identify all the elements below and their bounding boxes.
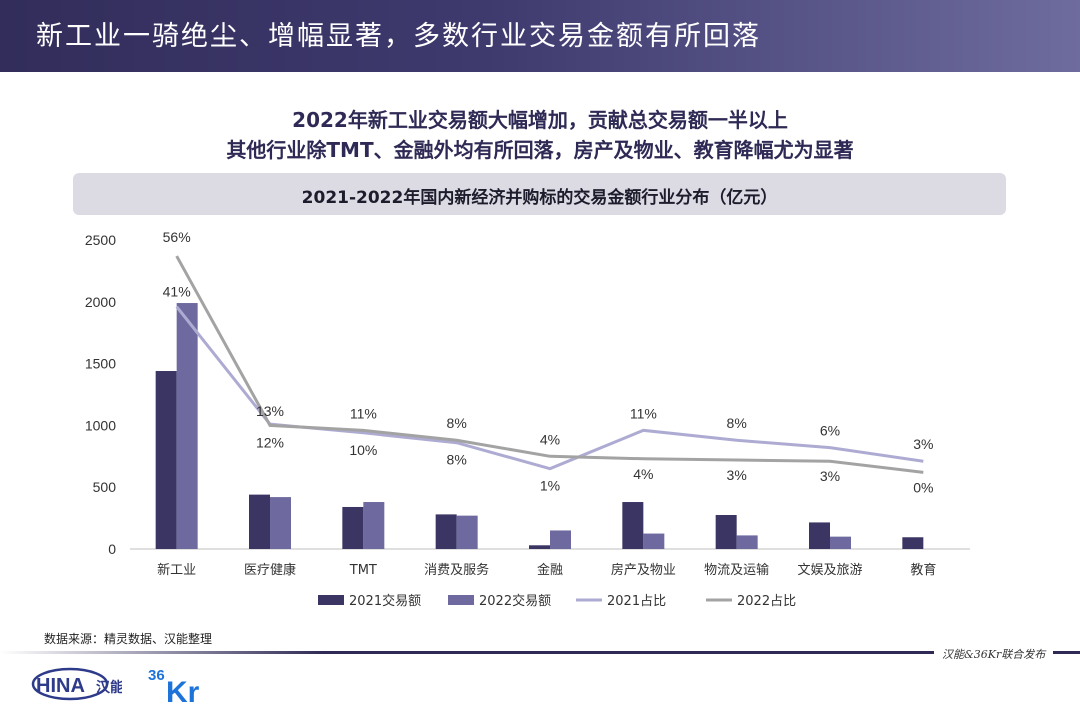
x-category-label: 金融 bbox=[537, 562, 563, 578]
legend-label: 2022占比 bbox=[737, 594, 796, 609]
y-tick-label: 2000 bbox=[85, 294, 116, 310]
chart-title-banner: 2021-2022年国内新经济并购标的交易金额行业分布（亿元） bbox=[73, 173, 1006, 215]
bar-2022 bbox=[176, 303, 198, 549]
svg-text:36: 36 bbox=[148, 667, 165, 684]
label-2022-share: 3% bbox=[820, 468, 840, 484]
header-bar: 新工业一骑绝尘、增幅显著，多数行业交易金额有所回落 bbox=[0, 0, 1080, 72]
x-category-label: 新工业 bbox=[157, 562, 196, 578]
label-2022-share: 56% bbox=[163, 229, 191, 245]
y-tick-label: 500 bbox=[93, 479, 117, 495]
label-2022-share: 8% bbox=[447, 415, 467, 431]
bar-2021 bbox=[715, 515, 737, 549]
label-2022-share: 11% bbox=[350, 405, 377, 421]
label-2021-share: 11% bbox=[630, 405, 657, 421]
label-2021-share: 10% bbox=[349, 442, 377, 458]
china-logo: HINA 汉能 bbox=[31, 667, 122, 701]
y-tick-label: 0 bbox=[108, 541, 116, 557]
x-category-label: TMT bbox=[349, 563, 377, 578]
bar-2022 bbox=[270, 497, 291, 549]
svg-text:Kr: Kr bbox=[166, 676, 200, 706]
bar-2022 bbox=[363, 502, 385, 549]
y-tick-label: 1000 bbox=[85, 417, 116, 433]
subtitle-line-2: 其他行业除TMT、金融外均有所回落，房产及物业、教育降幅尤为显著 bbox=[226, 138, 854, 162]
x-category-label: 医疗健康 bbox=[244, 562, 296, 578]
line-2022-share bbox=[175, 255, 924, 474]
bar-2022 bbox=[830, 536, 851, 549]
x-category-label: 房产及物业 bbox=[611, 562, 676, 578]
bar-2021 bbox=[155, 371, 177, 549]
bar-2021 bbox=[249, 494, 270, 549]
bar-2022 bbox=[456, 515, 478, 549]
chart-title: 2021-2022年国内新经济并购标的交易金额行业分布（亿元） bbox=[301, 188, 778, 208]
legend-swatch bbox=[318, 595, 344, 605]
svg-text:HINA: HINA bbox=[36, 675, 85, 697]
x-category-label: 教育 bbox=[910, 562, 936, 578]
x-category-label: 文娱及旅游 bbox=[797, 563, 862, 578]
bar-2022 bbox=[643, 533, 665, 549]
label-2021-share: 6% bbox=[820, 423, 840, 439]
bar-2021 bbox=[809, 522, 830, 549]
bar-2021 bbox=[342, 506, 364, 549]
36kr-logo: 36 Kr bbox=[148, 667, 200, 706]
label-2022-share: 3% bbox=[727, 467, 747, 483]
subtitle-line-1: 2022年新工业交易额大幅增加，贡献总交易额一半以上 bbox=[292, 108, 788, 132]
bar-2021 bbox=[435, 514, 457, 549]
label-2022-share: 0% bbox=[913, 479, 933, 495]
legend-label: 2021交易额 bbox=[349, 593, 421, 609]
label-2022-share: 4% bbox=[633, 466, 653, 482]
x-category-label: 物流及运输 bbox=[704, 562, 769, 578]
legend-label: 2022交易额 bbox=[479, 593, 551, 609]
legend-label: 2021占比 bbox=[607, 594, 666, 609]
label-2021-share: 3% bbox=[913, 436, 933, 452]
bar-2022 bbox=[550, 530, 571, 549]
label-2021-share: 41% bbox=[163, 284, 191, 300]
page-title: 新工业一骑绝尘、增幅显著，多数行业交易金额有所回落 bbox=[36, 21, 761, 52]
label-2021-share: 8% bbox=[727, 415, 747, 431]
publisher-note: 汉能&36Kr联合发布 bbox=[934, 646, 1054, 662]
label-2022-share: 12% bbox=[256, 434, 284, 450]
legend-swatch bbox=[448, 595, 474, 605]
label-2021-share: 1% bbox=[540, 478, 560, 494]
x-category-label: 消费及服务 bbox=[424, 562, 489, 578]
bar-2021 bbox=[529, 545, 550, 549]
bar-2021 bbox=[902, 537, 924, 549]
y-tick-label: 1500 bbox=[85, 356, 116, 372]
label-2022-share: 4% bbox=[540, 431, 560, 447]
source-note: 数据来源：精灵数据、汉能整理 bbox=[44, 632, 213, 646]
svg-text:汉能: 汉能 bbox=[96, 679, 122, 696]
label-2021-share: 8% bbox=[447, 452, 467, 468]
bar-2021 bbox=[622, 502, 644, 549]
footer-divider bbox=[0, 651, 1080, 654]
y-tick-label: 2500 bbox=[85, 232, 116, 248]
bar-2022 bbox=[736, 535, 758, 549]
label-2021-share: 13% bbox=[256, 403, 284, 419]
